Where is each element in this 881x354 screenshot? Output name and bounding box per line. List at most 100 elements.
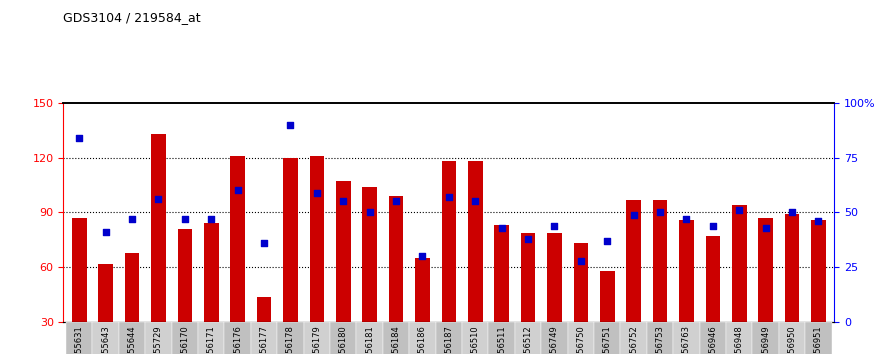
Bar	[383, 322, 410, 354]
Bar	[304, 322, 330, 354]
Point	[521, 236, 535, 241]
Bar	[785, 214, 799, 322]
Point	[811, 218, 825, 224]
Bar	[494, 225, 509, 322]
Bar	[231, 156, 245, 322]
Bar	[145, 322, 172, 354]
Point	[231, 188, 245, 193]
Point	[732, 207, 746, 213]
Bar	[541, 322, 567, 354]
Text: GSM156512: GSM156512	[523, 325, 533, 354]
Point	[337, 199, 351, 204]
Point	[99, 229, 113, 235]
Text: GSM155631: GSM155631	[75, 325, 84, 354]
Bar	[198, 322, 225, 354]
Bar	[309, 156, 324, 322]
Text: GSM156178: GSM156178	[286, 325, 295, 354]
Text: GSM156186: GSM156186	[418, 325, 427, 354]
Point	[389, 199, 403, 204]
Text: GSM156171: GSM156171	[207, 325, 216, 354]
Bar	[410, 322, 436, 354]
Bar	[225, 322, 251, 354]
Point	[785, 210, 799, 215]
Bar	[204, 223, 218, 322]
Bar	[357, 322, 383, 354]
Point	[706, 223, 720, 228]
Point	[178, 216, 192, 222]
Text: GSM156177: GSM156177	[260, 325, 269, 354]
Text: GSM156763: GSM156763	[682, 325, 691, 354]
Bar	[515, 322, 541, 354]
Bar	[251, 322, 278, 354]
Bar	[462, 322, 488, 354]
Text: GSM156750: GSM156750	[576, 325, 585, 354]
Text: GSM156749: GSM156749	[550, 325, 559, 354]
Bar	[647, 322, 673, 354]
Bar	[600, 271, 615, 322]
Point	[653, 210, 667, 215]
Bar	[488, 322, 515, 354]
Bar	[521, 233, 536, 322]
Point	[547, 223, 561, 228]
Bar	[726, 322, 752, 354]
Bar	[759, 218, 773, 322]
Point	[152, 196, 166, 202]
Bar	[66, 322, 93, 354]
Point	[125, 216, 139, 222]
Bar	[283, 158, 298, 322]
Point	[759, 225, 773, 230]
Point	[310, 190, 324, 195]
Bar	[620, 322, 647, 354]
Text: GSM156181: GSM156181	[365, 325, 374, 354]
Point	[494, 225, 508, 230]
Bar	[732, 205, 746, 322]
Text: GSM156751: GSM156751	[603, 325, 611, 354]
Bar	[330, 322, 357, 354]
Bar	[626, 200, 641, 322]
Point	[600, 238, 614, 244]
Bar	[178, 229, 192, 322]
Bar	[574, 244, 589, 322]
Text: GSM156510: GSM156510	[470, 325, 480, 354]
Text: GSM156753: GSM156753	[655, 325, 664, 354]
Text: GSM156179: GSM156179	[313, 325, 322, 354]
Point	[204, 216, 218, 222]
Bar	[93, 322, 119, 354]
Bar	[389, 196, 403, 322]
Point	[284, 122, 298, 127]
Bar	[362, 187, 377, 322]
Bar	[706, 236, 720, 322]
Text: GSM155729: GSM155729	[154, 325, 163, 354]
Text: GSM156184: GSM156184	[391, 325, 401, 354]
Bar	[594, 322, 620, 354]
Text: GSM156180: GSM156180	[339, 325, 348, 354]
Bar	[468, 161, 483, 322]
Bar	[436, 322, 462, 354]
Text: GSM156511: GSM156511	[497, 325, 507, 354]
Text: GSM156949: GSM156949	[761, 325, 770, 354]
Bar	[811, 220, 825, 322]
Bar	[72, 218, 86, 322]
Text: GSM156946: GSM156946	[708, 325, 717, 354]
Text: GSM156170: GSM156170	[181, 325, 189, 354]
Point	[72, 135, 86, 141]
Text: GSM156752: GSM156752	[629, 325, 638, 354]
Text: GSM156948: GSM156948	[735, 325, 744, 354]
Text: GSM155644: GSM155644	[128, 325, 137, 354]
Text: GSM156176: GSM156176	[233, 325, 242, 354]
Bar	[441, 161, 456, 322]
Bar	[752, 322, 779, 354]
Bar	[152, 134, 166, 322]
Text: GSM156950: GSM156950	[788, 325, 796, 354]
Bar	[567, 322, 594, 354]
Text: GSM156187: GSM156187	[444, 325, 454, 354]
Bar	[125, 253, 139, 322]
Bar	[99, 264, 113, 322]
Point	[626, 212, 640, 217]
Bar	[256, 297, 271, 322]
Bar	[653, 200, 667, 322]
Bar	[700, 322, 726, 354]
Bar	[547, 233, 562, 322]
Bar	[679, 220, 693, 322]
Bar	[673, 322, 700, 354]
